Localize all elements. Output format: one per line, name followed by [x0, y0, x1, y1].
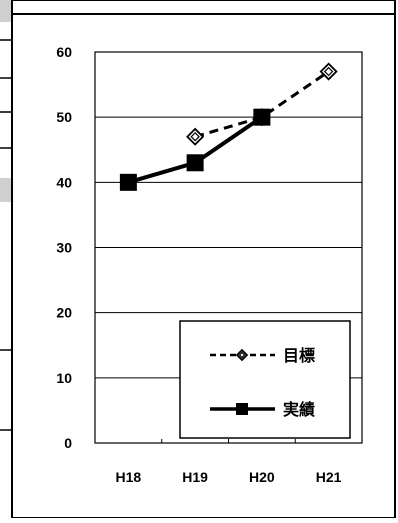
series-line — [194, 70, 330, 139]
data-point-target — [186, 127, 205, 146]
legend-label-target: 目標 — [283, 346, 315, 365]
y-tick-label: 20 — [56, 305, 72, 321]
y-tick-label: 50 — [56, 109, 72, 125]
y-axis-ticks: 0 10 20 30 40 50 60 — [56, 44, 72, 451]
y-tick-label: 60 — [56, 44, 72, 60]
legend-marker-target — [235, 348, 249, 362]
legend-entry-actual: 実績 — [210, 400, 315, 419]
left-table-fragment — [0, 0, 13, 518]
legend-label-actual: 実績 — [283, 400, 315, 419]
x-axis-ticks: H18 H19 H20 H21 — [116, 439, 342, 485]
legend-marker-actual — [236, 403, 248, 415]
x-tick-label: H21 — [316, 469, 342, 485]
x-tick-label: H18 — [116, 469, 142, 485]
y-tick-label: 40 — [56, 174, 72, 190]
y-tick-label: 30 — [56, 240, 72, 256]
data-point-actual — [119, 173, 137, 191]
y-tick-label: 0 — [64, 435, 72, 451]
y-tick-label: 10 — [56, 370, 72, 386]
legend-entry-target: 目標 — [210, 346, 315, 365]
data-point-target — [319, 62, 338, 81]
x-tick-label: H19 — [182, 469, 208, 485]
legend-box — [179, 320, 351, 439]
data-series — [119, 62, 338, 191]
data-point-actual — [186, 154, 204, 172]
x-tick-label: H20 — [249, 469, 275, 485]
series-actual — [119, 108, 271, 191]
data-point-actual — [253, 108, 271, 126]
